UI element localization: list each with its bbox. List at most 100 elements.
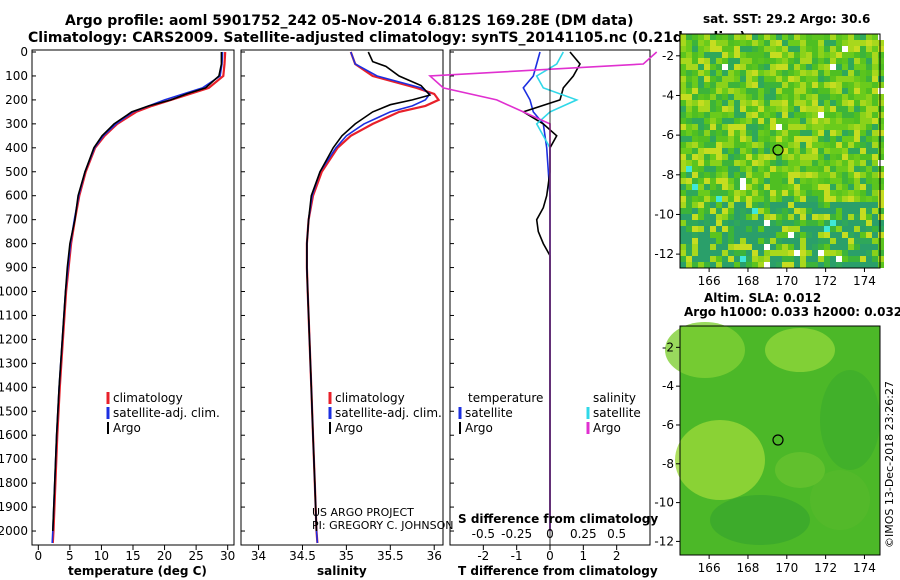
x-tick-label: -1: [511, 549, 523, 563]
sst-cell: [854, 130, 860, 136]
sst-cell: [794, 160, 800, 166]
sst-cell: [812, 172, 818, 178]
sst-cell: [878, 124, 884, 130]
sst-cell: [812, 154, 818, 160]
sst-cell: [830, 88, 836, 94]
sst-cell: [752, 220, 758, 226]
sst-cell: [830, 196, 836, 202]
sst-cell: [812, 178, 818, 184]
sst-cell: [746, 100, 752, 106]
sst-cell: [818, 244, 824, 250]
sst-cell: [818, 214, 824, 220]
sst-cell: [818, 130, 824, 136]
sst-cell: [746, 250, 752, 256]
sst-cell: [734, 190, 740, 196]
sst-cell: [782, 64, 788, 70]
sst-cell: [806, 160, 812, 166]
sst-cell: [680, 124, 686, 130]
sst-cell: [710, 262, 716, 268]
sst-cell: [806, 94, 812, 100]
sst-cell: [818, 232, 824, 238]
sst-cell: [734, 52, 740, 58]
sst-cell: [728, 154, 734, 160]
sst-cell: [680, 76, 686, 82]
sst-cell: [716, 226, 722, 232]
sst-cell: [728, 202, 734, 208]
sst-cell: [704, 202, 710, 208]
sst-cell: [782, 208, 788, 214]
sst-cell: [722, 244, 728, 250]
sst-cell: [734, 94, 740, 100]
sst-cell: [830, 142, 836, 148]
depth-tick-label: 900: [5, 261, 28, 275]
sst-cell: [872, 154, 878, 160]
sst-cell: [800, 178, 806, 184]
sst-cell: [788, 112, 794, 118]
sst-cell: [710, 58, 716, 64]
sst-cell: [788, 202, 794, 208]
sst-cell: [746, 178, 752, 184]
sst-cell: [818, 148, 824, 154]
sst-cell: [794, 208, 800, 214]
sst-cell: [704, 148, 710, 154]
map-x-tick-label: 170: [775, 274, 798, 288]
sst-cell: [710, 76, 716, 82]
sst-cell: [752, 166, 758, 172]
sst-cell: [800, 154, 806, 160]
sst-cell: [698, 34, 704, 40]
sst-cell: [830, 250, 836, 256]
sst-cell: [716, 172, 722, 178]
sst-cell: [860, 112, 866, 118]
sst-cell: [800, 142, 806, 148]
sst-cell: [866, 250, 872, 256]
sst-cell: [800, 82, 806, 88]
sst-cell: [686, 148, 692, 154]
sst-cell: [746, 124, 752, 130]
sst-cell: [770, 130, 776, 136]
sst-cell: [746, 172, 752, 178]
sst-cell: [824, 244, 830, 250]
sst-cell: [848, 196, 854, 202]
sst-cell: [782, 256, 788, 262]
sst-cell: [716, 40, 722, 46]
sst-cell: [710, 250, 716, 256]
sst-cell: [872, 142, 878, 148]
sst-cell: [776, 238, 782, 244]
sst-cell: [758, 124, 764, 130]
sst-cell: [680, 226, 686, 232]
sst-cell: [692, 142, 698, 148]
sst-cell: [878, 226, 884, 232]
sst-cell: [680, 232, 686, 238]
sst-cell: [680, 172, 686, 178]
sst-cell: [776, 148, 782, 154]
sst-cell: [836, 94, 842, 100]
sst-cell: [848, 160, 854, 166]
sst-cell: [758, 166, 764, 172]
sst-cell: [764, 40, 770, 46]
sst-cell: [842, 178, 848, 184]
sst-cell: [728, 94, 734, 100]
sst-cell: [716, 220, 722, 226]
sst-cell: [812, 196, 818, 202]
sst-cell: [764, 166, 770, 172]
sst-cell: [722, 160, 728, 166]
sst-cell: [764, 136, 770, 142]
sst-cell: [704, 172, 710, 178]
sst-cell: [854, 250, 860, 256]
sst-cell: [710, 244, 716, 250]
sst-cell: [686, 124, 692, 130]
sst-cell: [872, 172, 878, 178]
sst-cell: [716, 136, 722, 142]
sst-cell: [782, 172, 788, 178]
sla-map-title-2: Argo h1000: 0.033 h2000: 0.032: [684, 305, 900, 319]
legend3-s-satellite: satellite: [593, 406, 641, 420]
sst-cell: [794, 52, 800, 58]
sst-cell: [716, 130, 722, 136]
sst-cell: [872, 46, 878, 52]
sst-cell: [686, 238, 692, 244]
sst-cell: [794, 238, 800, 244]
sst-cell: [860, 136, 866, 142]
sst-cell: [740, 178, 746, 184]
sst-cell: [776, 40, 782, 46]
sst-cell: [872, 130, 878, 136]
